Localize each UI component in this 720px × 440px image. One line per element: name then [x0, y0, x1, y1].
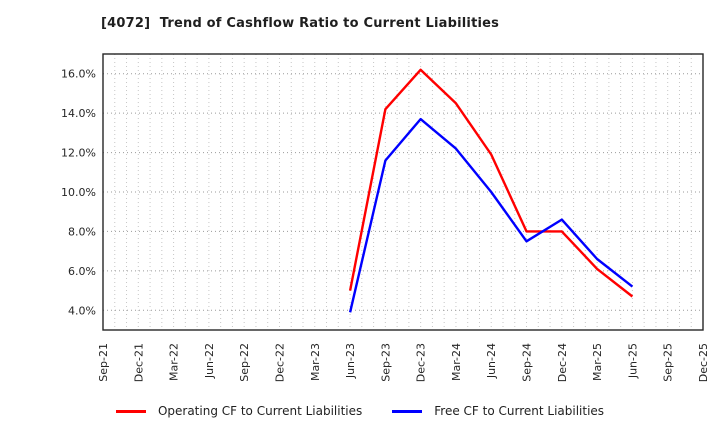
x-tick-label: Sep-23: [379, 343, 392, 382]
legend-label: Operating CF to Current Liabilities: [157, 404, 363, 418]
x-tick-label: Jun-23: [344, 343, 357, 379]
x-axis-labels: Sep-21 Dec-21 Mar-22 Jun-22 Sep-22 Dec-22 Mar-…: [97, 343, 710, 382]
x-tick-label: Dec-21: [132, 343, 145, 382]
grid-horizontal: [103, 73, 703, 311]
x-tick-label: Dec-22: [273, 343, 286, 382]
legend-label: Free CF to Current Liabilities: [434, 404, 605, 418]
x-tick-label: Dec-25: [697, 343, 710, 382]
chart-title: [4072] Trend of Cashflow Ratio to Curren…: [101, 16, 500, 31]
y-tick-label: 10.0%: [61, 186, 96, 199]
x-tick-label: Dec-24: [556, 343, 569, 382]
x-tick-label: Jun-25: [626, 343, 639, 379]
x-tick-label: Jun-24: [485, 343, 498, 379]
plot-area: 4.0% 6.0% 8.0% 10.0% 12.0% 14.0% 16.0% Sep-21 De…: [61, 53, 710, 382]
legend-item-free-cf: Free CF to Current Liabilities: [392, 404, 604, 418]
y-tick-label: 16.0%: [61, 68, 96, 81]
y-tick-label: 12.0%: [61, 147, 96, 160]
y-axis-labels: 4.0% 6.0% 8.0% 10.0% 12.0% 14.0% 16.0%: [61, 68, 96, 318]
y-tick-label: 14.0%: [61, 107, 96, 120]
x-tick-label: Sep-25: [662, 343, 675, 382]
y-tick-label: 8.0%: [68, 225, 96, 238]
legend-line-swatch: [392, 409, 423, 413]
x-tick-label: Dec-23: [415, 343, 428, 382]
series-line-free-cf: [348, 117, 634, 313]
x-tick-label: Mar-22: [168, 343, 181, 381]
x-tick-label: Sep-24: [521, 343, 534, 382]
x-tick-label: Mar-25: [591, 343, 604, 381]
x-tick-label: Sep-22: [238, 343, 251, 382]
x-tick-label: Mar-23: [309, 343, 322, 381]
plot-frame: [102, 53, 704, 331]
legend: Operating CF to Current Liabilities Free …: [0, 404, 720, 418]
y-tick-label: 4.0%: [68, 304, 96, 317]
series-line-operating-cf: [348, 68, 634, 298]
legend-line-swatch: [115, 409, 146, 413]
x-tick-label: Jun-22: [203, 343, 216, 379]
legend-item-operating-cf: Operating CF to Current Liabilities: [115, 404, 363, 418]
x-tick-label: Mar-24: [450, 343, 463, 381]
x-tick-label: Sep-21: [97, 343, 110, 382]
y-tick-label: 6.0%: [68, 265, 96, 278]
